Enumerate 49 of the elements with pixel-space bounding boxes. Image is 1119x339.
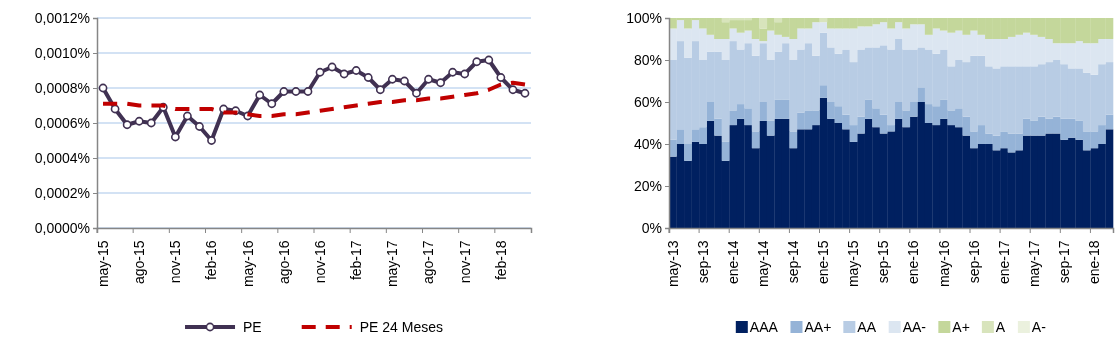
x-tick-label: may-16: [239, 240, 256, 288]
x-tick-label: ene-16: [905, 240, 922, 284]
y-tick-label: 60%: [633, 93, 662, 110]
y-tick-label: 0,0000%: [34, 219, 90, 236]
y-tick-label: 0,0010%: [34, 44, 90, 61]
y-tick-label: 0%: [641, 219, 662, 236]
legend-label: PE 24 Meses: [359, 319, 443, 335]
legend-label: AAA: [749, 319, 779, 335]
x-tick-label: ene-17: [995, 240, 1012, 284]
x-tick-label: sep-16: [965, 240, 982, 284]
x-tick-label: ago-17: [420, 240, 437, 284]
legend-label: A-: [1031, 319, 1047, 335]
x-tick-label: may-17: [1025, 240, 1042, 288]
legend-label: AA-: [902, 319, 927, 335]
x-tick-label: nov-16: [311, 240, 328, 284]
x-tick-label: nov-17: [456, 240, 473, 284]
legend-label: AA: [857, 319, 877, 335]
x-tick-label: sep-14: [785, 240, 802, 284]
x-tick-label: may-14: [754, 240, 771, 288]
x-tick-label: may-17: [384, 240, 401, 288]
legend-label: AA+: [804, 319, 832, 335]
legend-label: PE: [243, 319, 262, 335]
x-tick-label: ene-18: [1086, 240, 1103, 284]
x-tick-label: feb-18: [492, 240, 509, 281]
x-tick-label: feb-17: [348, 240, 365, 281]
y-tick-label: 0,0002%: [34, 184, 90, 201]
x-tick-label: nov-15: [167, 240, 184, 284]
x-tick-label: ago-15: [131, 240, 148, 284]
x-tick-label: may-15: [845, 240, 862, 288]
y-tick-label: 20%: [633, 177, 662, 194]
y-tick-label: 80%: [633, 51, 662, 68]
x-tick-label: may-16: [935, 240, 952, 288]
y-tick-label: 100%: [626, 9, 662, 26]
legend-label: A+: [952, 319, 970, 335]
x-tick-label: sep-15: [875, 240, 892, 284]
legend-label: A: [995, 319, 1006, 335]
x-tick-label: ene-15: [815, 240, 832, 284]
x-tick-label: feb-16: [203, 240, 220, 281]
y-tick-label: 0,0008%: [34, 79, 90, 96]
x-tick-label: may-15: [94, 240, 111, 288]
y-tick-label: 0,0004%: [34, 149, 90, 166]
x-tick-label: sep-17: [1055, 240, 1072, 284]
x-tick-label: sep-13: [694, 240, 711, 284]
y-tick-label: 40%: [633, 135, 662, 152]
x-tick-label: may-13: [664, 240, 681, 288]
y-tick-label: 0,0006%: [34, 114, 90, 131]
y-tick-label: 0,0012%: [34, 9, 90, 26]
x-tick-label: ene-14: [724, 240, 741, 284]
x-tick-label: ago-16: [275, 240, 292, 284]
